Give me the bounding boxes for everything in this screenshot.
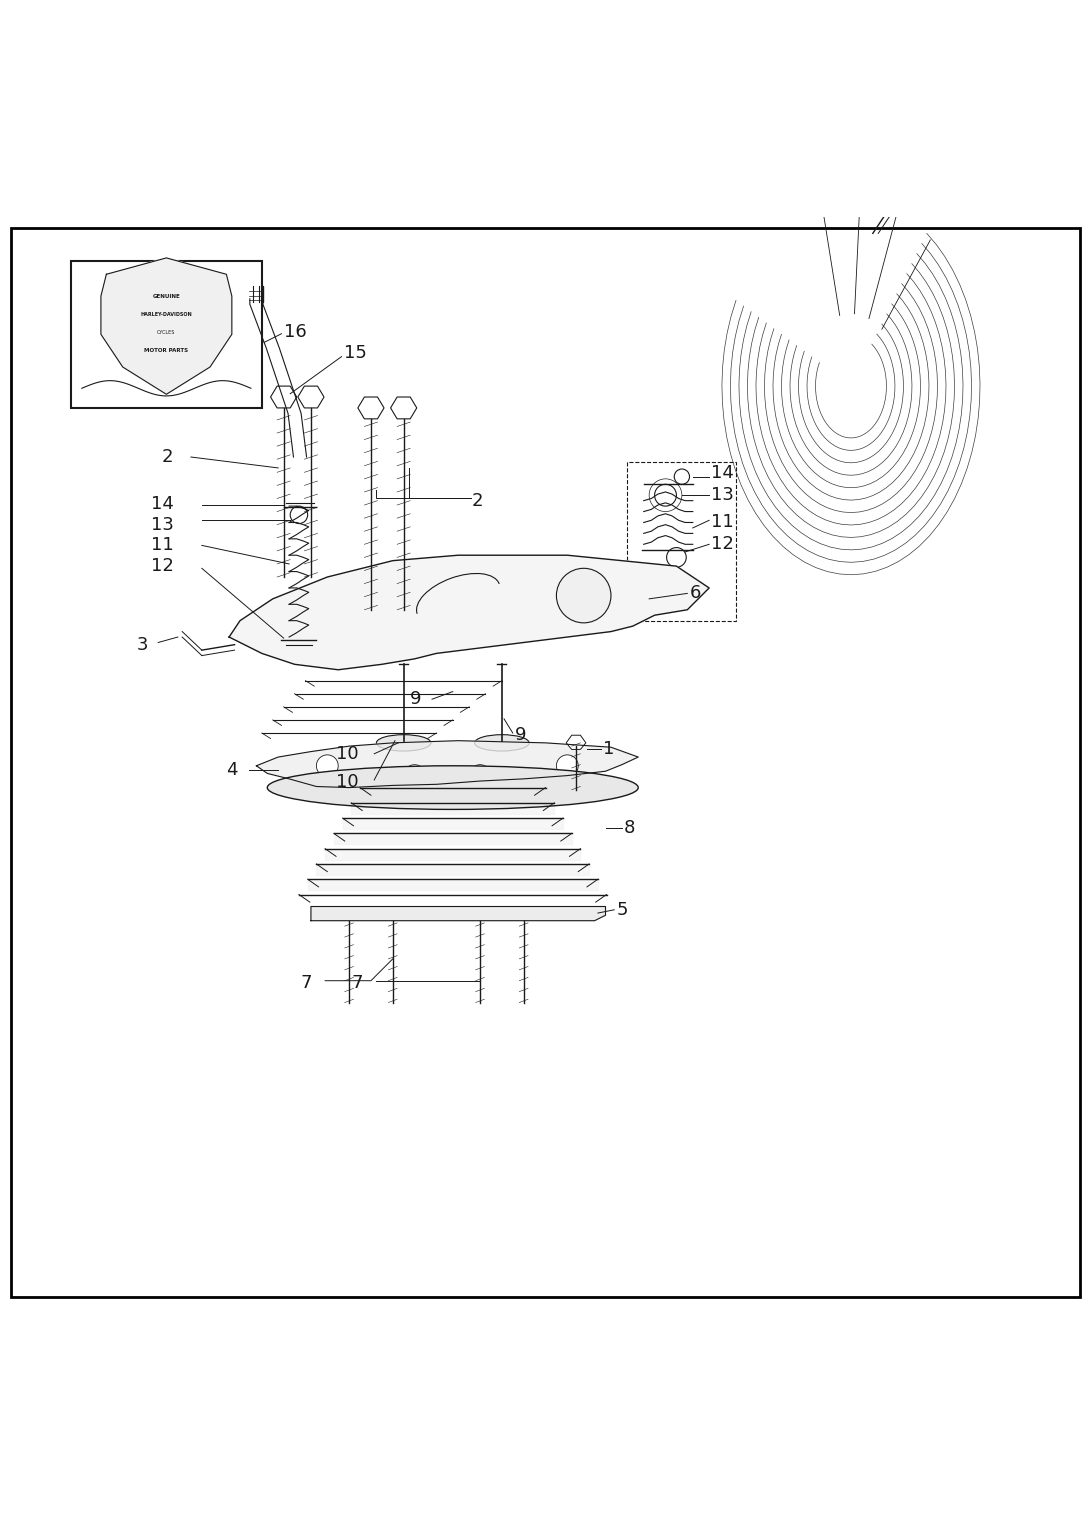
Circle shape <box>674 470 690 485</box>
Text: 3: 3 <box>136 636 148 654</box>
Text: 14: 14 <box>151 496 173 512</box>
Text: 15: 15 <box>344 345 367 363</box>
Text: 12: 12 <box>151 557 173 575</box>
Text: 7: 7 <box>300 974 312 991</box>
Text: GENUINE: GENUINE <box>153 294 180 299</box>
Text: 12: 12 <box>711 535 734 554</box>
Bar <box>71 261 262 407</box>
Text: 9: 9 <box>410 691 422 708</box>
Text: 5: 5 <box>616 901 628 918</box>
Polygon shape <box>298 386 324 407</box>
Circle shape <box>316 755 338 776</box>
Text: CYCLES: CYCLES <box>157 329 176 334</box>
Ellipse shape <box>267 766 638 810</box>
Text: 2: 2 <box>471 491 483 509</box>
Text: 13: 13 <box>151 515 173 534</box>
Circle shape <box>404 764 425 787</box>
Polygon shape <box>566 735 586 749</box>
Polygon shape <box>101 258 232 395</box>
Circle shape <box>292 628 305 642</box>
Ellipse shape <box>475 735 529 750</box>
Text: 10: 10 <box>336 744 359 762</box>
Text: MOTOR PARTS: MOTOR PARTS <box>144 348 189 354</box>
Circle shape <box>655 485 676 506</box>
Text: 11: 11 <box>711 514 734 532</box>
Text: 14: 14 <box>711 465 734 482</box>
Polygon shape <box>256 741 638 787</box>
Polygon shape <box>358 396 384 419</box>
Circle shape <box>556 569 611 622</box>
Text: 2: 2 <box>161 448 173 467</box>
Text: 6: 6 <box>690 584 700 602</box>
Polygon shape <box>271 386 297 407</box>
Text: 1: 1 <box>603 741 614 758</box>
Text: 13: 13 <box>711 486 734 505</box>
Text: 11: 11 <box>151 537 173 555</box>
Text: 10: 10 <box>336 773 359 791</box>
Circle shape <box>556 755 578 776</box>
Ellipse shape <box>376 735 431 750</box>
Polygon shape <box>229 555 709 669</box>
Text: 16: 16 <box>284 323 307 340</box>
Text: 4: 4 <box>226 761 238 779</box>
Text: 9: 9 <box>515 726 527 744</box>
Polygon shape <box>311 906 606 921</box>
Circle shape <box>667 547 686 567</box>
Text: 8: 8 <box>624 819 635 837</box>
Circle shape <box>290 506 308 523</box>
Bar <box>627 462 736 621</box>
Bar <box>249 285 263 302</box>
Bar <box>873 168 889 178</box>
Text: HARLEY-DAVIDSON: HARLEY-DAVIDSON <box>141 313 192 317</box>
Text: 7: 7 <box>351 974 363 991</box>
Circle shape <box>469 764 491 787</box>
Polygon shape <box>391 396 417 419</box>
